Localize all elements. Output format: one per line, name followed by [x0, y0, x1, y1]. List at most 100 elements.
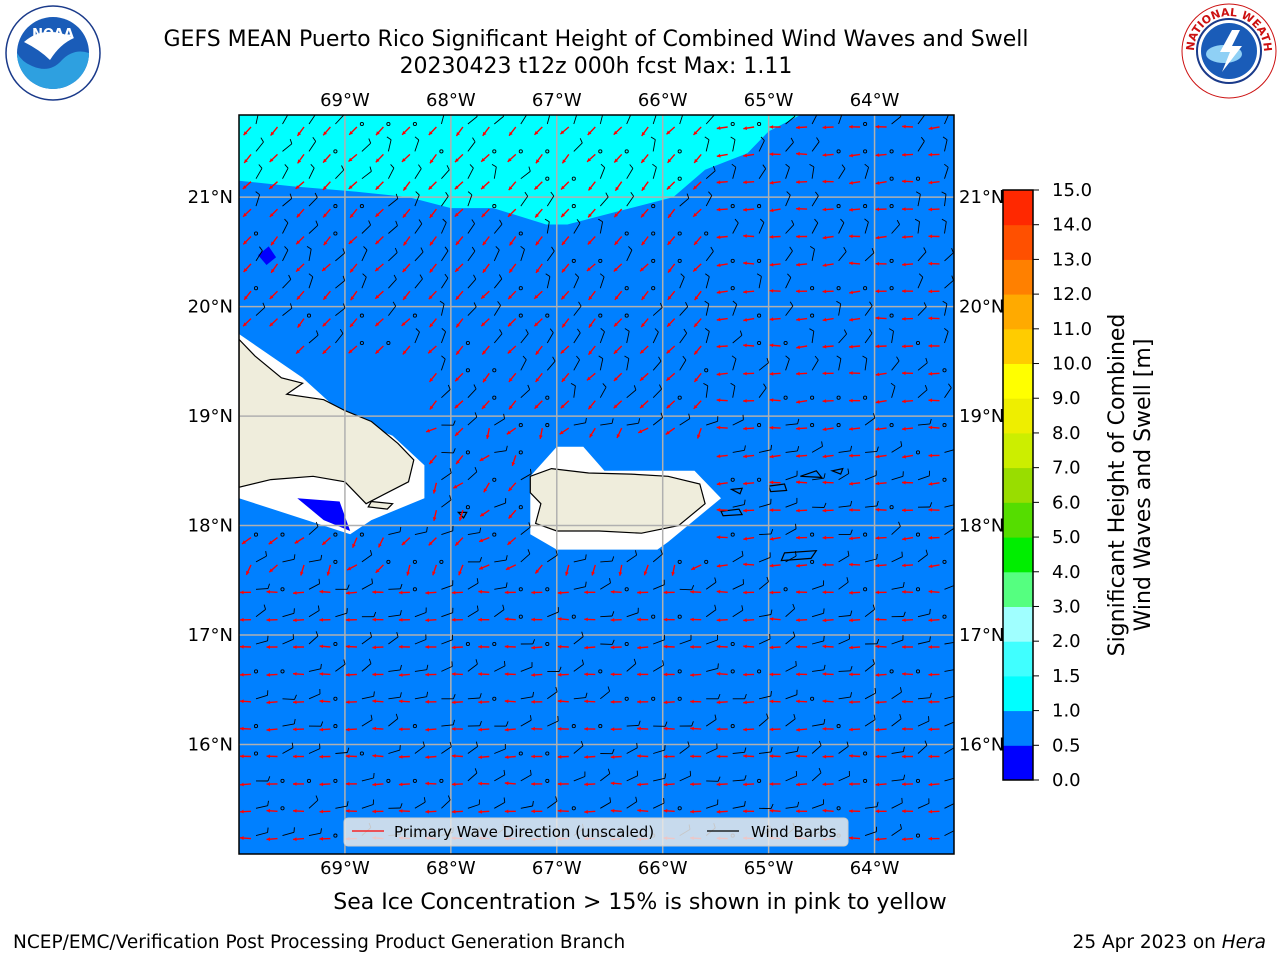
wave-arrow-head	[849, 645, 853, 650]
lat-tick-label-right: 16°N	[959, 735, 1004, 756]
wind-barb-calm	[730, 669, 735, 674]
wave-arrow-head	[716, 425, 721, 430]
wind-barb-calm	[465, 368, 470, 373]
wind-barb-shaft	[652, 664, 664, 672]
wind-barb-calm	[677, 669, 682, 674]
wind-barb-flag	[652, 163, 657, 168]
wind-barb-flag	[770, 529, 774, 535]
wave-arrow-head	[716, 207, 721, 212]
wind-barb-shaft	[546, 115, 551, 125]
wind-barb-shaft	[494, 559, 507, 563]
wind-barb-shaft	[440, 358, 446, 371]
wave-arrow-head	[557, 672, 562, 677]
wave-arrow-head	[429, 241, 434, 246]
wind-barb-shaft	[944, 115, 949, 125]
wave-arrow-head	[454, 185, 459, 190]
wave-arrow-head	[875, 673, 880, 677]
wind-barb-calm	[386, 121, 391, 127]
wave-arrow-head	[796, 672, 800, 677]
wind-barb-shaft	[493, 305, 501, 316]
wave-arrow-head	[667, 158, 672, 163]
wind-barb-shaft	[255, 307, 266, 316]
wind-barb-calm	[306, 313, 312, 318]
colorbar-segment	[1003, 259, 1033, 295]
wind-barb-calm	[677, 559, 682, 564]
wave-arrow-head	[242, 185, 247, 189]
wind-barb-shaft	[520, 333, 529, 344]
wind-barb-flag	[585, 692, 588, 698]
wind-barb-flag	[447, 384, 451, 390]
wind-barb-shaft	[653, 639, 665, 645]
wind-barb-shaft	[494, 450, 507, 453]
wave-arrow-head	[557, 644, 562, 649]
wind-barb-flag	[386, 136, 392, 141]
wind-barb-shaft	[520, 473, 532, 481]
wave-arrow-head	[504, 727, 509, 732]
wind-barb-shaft	[255, 555, 267, 563]
wind-barb-flag	[744, 445, 746, 451]
wind-barb-calm	[518, 450, 523, 455]
wave-arrow-head	[588, 186, 593, 191]
wind-barb-shaft	[520, 196, 529, 207]
wind-barb-shaft	[388, 749, 401, 754]
wind-barb-calm	[730, 258, 735, 263]
wave-arrow-head	[451, 672, 456, 676]
wind-barb-calm	[915, 450, 921, 455]
wave-arrow-head	[531, 809, 535, 814]
wind-barb-shaft	[282, 747, 294, 754]
wave-arrow-head	[875, 261, 880, 266]
wind-barb-shaft	[891, 779, 904, 782]
wave-arrow-head	[716, 644, 721, 649]
wave-arrow-head	[588, 296, 593, 300]
wind-barb-calm	[598, 724, 603, 729]
wave-arrow-head	[769, 508, 774, 512]
wave-arrow-head	[637, 754, 641, 758]
wave-arrow-head	[849, 508, 853, 512]
wind-barb-flag	[258, 164, 263, 169]
wind-barb-shaft	[758, 638, 771, 645]
wind-barb-shaft	[891, 802, 903, 809]
wind-barb-shaft	[255, 694, 268, 700]
wind-barb-shaft	[600, 773, 611, 782]
wave-arrow-head	[372, 782, 377, 787]
wave-arrow-head	[539, 435, 543, 439]
wave-arrow-head	[716, 317, 721, 322]
wave-arrow-head	[507, 158, 512, 162]
wave-arrow-head	[451, 782, 456, 787]
wave-arrow-head	[348, 240, 353, 244]
wave-arrow-head	[640, 267, 644, 272]
wind-barb-flag	[395, 220, 398, 226]
wind-barb-calm	[333, 204, 338, 209]
wind-barb-shaft	[600, 422, 613, 426]
wave-arrow-head	[668, 213, 672, 218]
wave-arrow-head	[482, 268, 487, 273]
wind-barb-flag	[479, 720, 482, 726]
wind-barb-flag	[876, 638, 880, 644]
wave-arrow-head	[641, 213, 645, 218]
wave-arrow-head	[796, 480, 800, 485]
wind-barb-flag	[901, 797, 903, 803]
wave-arrow-head	[663, 617, 668, 622]
wind-barb-shaft	[467, 746, 478, 754]
wind-barb-shaft	[917, 140, 925, 152]
wind-barb-flag	[902, 746, 905, 752]
wind-barb-shaft	[494, 774, 506, 782]
wind-barb-calm	[915, 532, 921, 537]
wind-barb-shaft	[653, 802, 665, 809]
wind-barb-shaft	[785, 423, 798, 426]
wind-barb-shaft	[838, 555, 850, 563]
wave-arrow-head	[614, 213, 618, 218]
wind-barb-flag	[955, 825, 956, 830]
wind-barb-flag	[320, 828, 322, 834]
wave-arrow-head	[928, 453, 933, 458]
wind-barb-flag	[633, 385, 637, 391]
wave-arrow-head	[716, 809, 721, 814]
wind-barb-flag	[634, 550, 638, 556]
wave-arrow-head	[535, 350, 540, 355]
wave-arrow-head	[690, 726, 694, 731]
wave-arrow-head	[769, 371, 774, 376]
wave-arrow-head	[378, 543, 382, 548]
wind-barb-calm	[571, 806, 576, 811]
wind-barb-flag	[315, 631, 319, 637]
wave-arrow-head	[345, 672, 350, 677]
